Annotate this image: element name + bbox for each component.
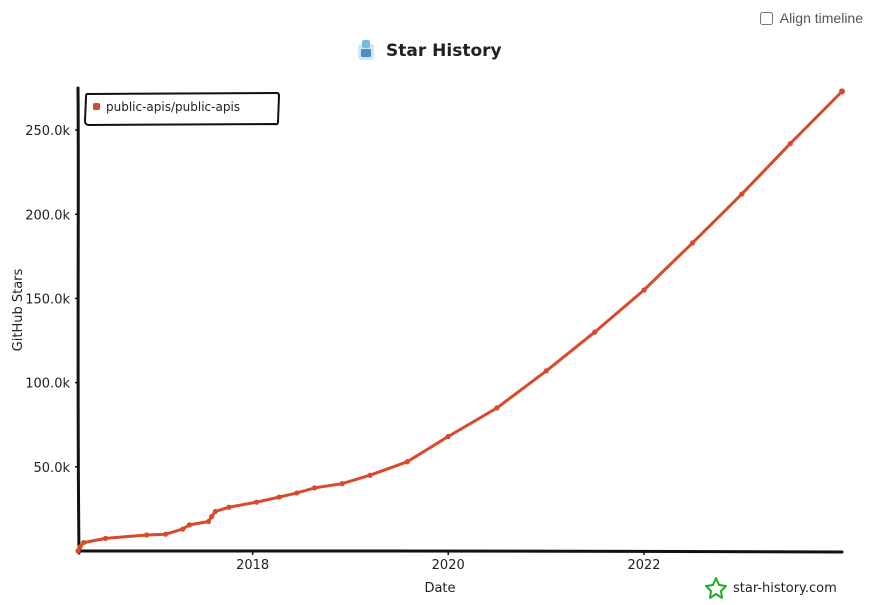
y-axis-label: GitHub Stars: [11, 268, 26, 351]
y-tick-label: 50.0k: [34, 461, 71, 476]
data-point: [205, 518, 212, 525]
data-point: [226, 504, 232, 510]
data-point: [543, 368, 549, 374]
x-axis: [76, 549, 844, 554]
data-point: [339, 481, 345, 487]
x-tick-label: 2020: [432, 558, 465, 573]
series-line: [76, 89, 844, 553]
x-tick-label: 2022: [627, 558, 660, 573]
align-timeline-label: Align timeline: [779, 10, 863, 26]
data-point: [209, 513, 215, 520]
data-point: [739, 191, 745, 197]
data-point: [75, 548, 81, 554]
legend-label: public-apis/public-apis: [106, 100, 240, 114]
data-point: [77, 544, 83, 550]
align-timeline-toggle[interactable]: Align timeline: [759, 10, 863, 26]
watermark: star-history.com: [705, 577, 837, 599]
data-point: [162, 531, 169, 537]
star-logo-icon: [705, 577, 727, 599]
data-point: [186, 522, 193, 528]
x-tick-label: 2018: [236, 558, 269, 573]
y-tick-label: 200.0k: [25, 208, 70, 223]
data-point: [641, 287, 647, 293]
y-tick-label: 150.0k: [25, 292, 70, 307]
chart-title-group: Star History: [358, 40, 502, 61]
legend: public-apis/public-apis: [83, 91, 281, 127]
data-point: [180, 526, 186, 532]
data-point: [689, 240, 696, 246]
chart-title: Star History: [386, 41, 502, 61]
y-tick-labels: 50.0k 100.0k 150.0k 200.0k 250.0k: [25, 124, 78, 476]
data-point: [276, 494, 282, 500]
data-point: [253, 499, 260, 505]
star-history-logo-icon: [358, 40, 374, 60]
data-point: [294, 490, 300, 496]
series-group: [75, 88, 845, 554]
data-point: [404, 459, 410, 465]
x-axis-label: Date: [424, 581, 455, 596]
legend-box: [83, 91, 281, 127]
y-tick-label: 250.0k: [25, 124, 70, 139]
data-point: [839, 88, 845, 95]
data-point: [592, 329, 598, 335]
align-timeline-checkbox[interactable]: [759, 11, 773, 25]
data-point: [787, 140, 793, 147]
legend-swatch: [93, 103, 100, 110]
data-point: [494, 405, 500, 411]
watermark-text: star-history.com: [733, 581, 837, 596]
data-point: [367, 472, 373, 478]
data-point: [311, 485, 318, 491]
data-point: [102, 535, 109, 541]
data-point: [212, 508, 219, 515]
data-point: [445, 433, 451, 440]
data-point: [81, 539, 87, 546]
data-point: [143, 532, 150, 538]
y-tick-label: 100.0k: [25, 377, 70, 392]
x-tick-labels: 2018 2020 2022: [236, 551, 661, 573]
y-axis: [76, 86, 81, 555]
